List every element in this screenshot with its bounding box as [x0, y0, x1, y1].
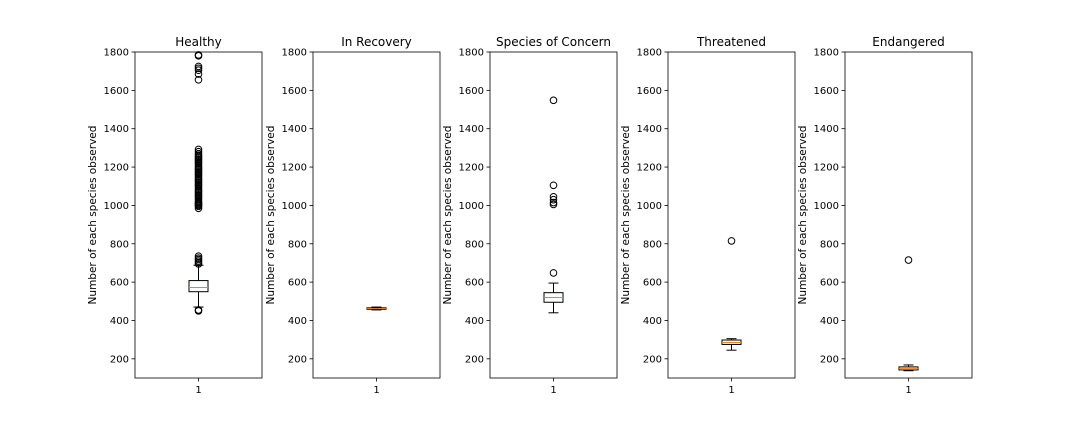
- y-tick-label: 600: [288, 278, 307, 289]
- y-tick-label: 800: [110, 239, 129, 250]
- outlier-point: [549, 195, 558, 204]
- y-axis-label: Number of each species observed: [442, 126, 454, 305]
- y-tick-label: 1600: [637, 86, 662, 97]
- y-tick-label: 1600: [814, 86, 839, 97]
- y-tick-label: 200: [288, 354, 307, 365]
- x-tick-label: 1: [195, 385, 201, 396]
- y-tick-label: 600: [465, 278, 484, 289]
- y-tick-label: 200: [110, 354, 129, 365]
- y-tick-label: 600: [643, 278, 662, 289]
- outlier-point: [194, 51, 203, 59]
- chart-title: Species of Concern: [496, 35, 611, 49]
- chart-title: Threatened: [696, 35, 766, 49]
- y-tick-label: 1600: [459, 86, 484, 97]
- chart-panel-4: Threatened 200 400 600 800 1000 1200 1400 1600 18…: [620, 35, 796, 396]
- y-tick-label: 1000: [814, 201, 839, 212]
- y-tick-label: 1200: [814, 163, 839, 174]
- y-tick-label: 1200: [282, 163, 307, 174]
- axes-frame: [489, 51, 618, 379]
- y-tick-label: 400: [465, 316, 484, 327]
- outlier-point: [727, 237, 736, 245]
- y-tick-label: 1800: [459, 48, 484, 59]
- y-tick-label: 1600: [282, 86, 307, 97]
- outlier-point: [904, 256, 913, 264]
- outlier-point: [549, 96, 558, 105]
- y-tick-label: 1400: [282, 124, 307, 135]
- x-tick-label: 1: [905, 385, 911, 396]
- y-tick-label: 400: [288, 316, 307, 327]
- outlier-point: [194, 147, 203, 156]
- y-tick-label: 800: [820, 239, 839, 250]
- x-tick-label: 1: [728, 385, 734, 396]
- y-tick-label: 1200: [104, 163, 129, 174]
- y-tick-label: 400: [820, 316, 839, 327]
- axes-frame: [844, 51, 973, 379]
- outlier-point: [194, 66, 203, 75]
- y-tick-label: 1200: [637, 163, 662, 174]
- outlier-point: [549, 269, 558, 277]
- y-tick-label: 800: [288, 239, 307, 250]
- chart-title: In Recovery: [341, 35, 412, 49]
- outlier-point: [194, 145, 203, 154]
- chart-panel-5: Endangered 200 400 600 800 1000 1200 1400 1600 18…: [797, 35, 973, 396]
- y-tick-label: 1400: [104, 124, 129, 135]
- axes-frame: [134, 51, 263, 379]
- y-tick-label: 1200: [459, 163, 484, 174]
- outlier-point: [194, 252, 203, 261]
- axes-frame: [667, 51, 796, 379]
- y-axis-label: Number of each species observed: [265, 126, 277, 305]
- y-tick-label: 200: [465, 354, 484, 365]
- y-tick-label: 200: [643, 354, 662, 365]
- y-tick-label: 1400: [637, 124, 662, 135]
- y-tick-label: 800: [643, 239, 662, 250]
- outlier-point: [194, 76, 203, 84]
- y-tick-label: 1000: [459, 201, 484, 212]
- y-tick-label: 1800: [814, 48, 839, 59]
- y-tick-label: 1800: [282, 48, 307, 59]
- y-tick-label: 400: [643, 316, 662, 327]
- y-tick-label: 1000: [104, 201, 129, 212]
- y-tick-label: 1000: [637, 201, 662, 212]
- outlier-point: [194, 149, 203, 158]
- iqr-box: [188, 280, 209, 293]
- y-axis-label: Number of each species observed: [620, 126, 632, 305]
- y-axis-label: Number of each species observed: [797, 126, 809, 305]
- y-tick-label: 800: [465, 239, 484, 250]
- y-axis-label: Number of each species observed: [87, 126, 99, 305]
- outlier-point: [194, 254, 203, 262]
- outlier-point: [549, 192, 558, 201]
- y-tick-label: 600: [110, 278, 129, 289]
- outlier-point: [549, 200, 558, 209]
- y-tick-label: 200: [820, 354, 839, 365]
- y-tick-label: 1800: [104, 48, 129, 59]
- outlier-point: [549, 198, 558, 207]
- outlier-point: [549, 181, 558, 190]
- chart-panel-2: In Recovery 200 400 600 800 1000 1200 1400 1600 1…: [265, 35, 441, 396]
- y-tick-label: 1400: [459, 124, 484, 135]
- y-tick-label: 1000: [282, 201, 307, 212]
- y-tick-label: 600: [820, 278, 839, 289]
- outlier-point: [194, 62, 203, 71]
- y-tick-label: 1400: [814, 124, 839, 135]
- x-tick-label: 1: [373, 385, 379, 396]
- axes-frame: [312, 51, 441, 379]
- y-tick-label: 400: [110, 316, 129, 327]
- chart-title: Endangered: [872, 35, 944, 49]
- x-tick-label: 1: [550, 385, 556, 396]
- chart-title: Healthy: [175, 35, 222, 49]
- chart-panel-1: Healthy 200 400 600 800 1000 1200 1400 1600 1800 1…: [87, 35, 263, 396]
- y-tick-label: 1600: [104, 86, 129, 97]
- outlier-point: [194, 64, 203, 73]
- chart-panel-3: Species of Concern 200 400 600 800 1000 1200 14…: [442, 35, 618, 396]
- outlier-point: [194, 306, 203, 314]
- y-tick-label: 1800: [637, 48, 662, 59]
- outlier-point: [194, 70, 203, 78]
